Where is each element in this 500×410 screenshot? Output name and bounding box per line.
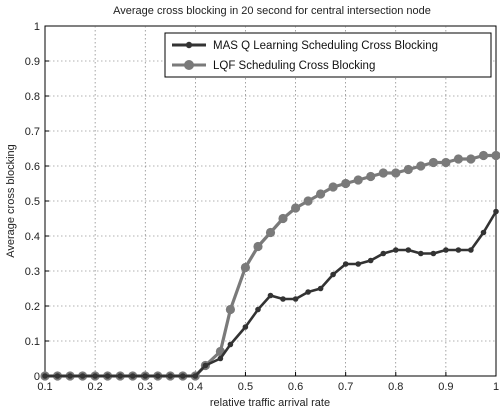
- chart-title: Average cross blocking in 20 second for …: [113, 5, 431, 17]
- data-point: [292, 296, 299, 302]
- data-point: [291, 203, 301, 213]
- legend-marker-mas: [185, 41, 193, 49]
- data-point: [342, 261, 349, 267]
- data-point: [225, 304, 235, 315]
- data-point: [380, 250, 387, 257]
- data-point: [155, 373, 161, 379]
- x-tick-label: 0.5: [238, 381, 253, 393]
- data-point: [280, 296, 286, 302]
- x-axis-ticks: 0.1 0.2 0.3 0.4 0.5 0.6 0.7 0.8 0.9 1: [37, 372, 499, 393]
- data-point: [227, 341, 234, 348]
- series-mas-q-learning: [42, 208, 499, 379]
- data-point: [468, 247, 474, 253]
- y-axis-label: Average cross blocking: [5, 144, 17, 258]
- x-tick-label: 0.8: [388, 381, 403, 393]
- y-tick-label: 0.6: [25, 161, 40, 173]
- data-point: [303, 196, 313, 206]
- data-point: [403, 164, 413, 175]
- data-point: [367, 257, 374, 264]
- data-point: [317, 285, 324, 292]
- y-tick-label: 0.1: [25, 336, 40, 348]
- data-point: [453, 154, 463, 164]
- y-tick-label: 0.7: [25, 126, 40, 138]
- x-tick-label: 0.9: [438, 381, 453, 393]
- y-tick-label: 0.4: [25, 231, 40, 243]
- data-point: [455, 247, 462, 253]
- data-point: [67, 373, 73, 379]
- data-point: [92, 373, 98, 379]
- data-point: [430, 250, 437, 257]
- x-tick-label: 0.6: [288, 381, 303, 393]
- data-point: [378, 168, 388, 178]
- data-point: [54, 373, 61, 379]
- data-point: [366, 171, 376, 182]
- data-point: [328, 182, 338, 192]
- data-point: [341, 178, 351, 189]
- data-point: [480, 229, 487, 236]
- data-point: [418, 250, 424, 257]
- data-point: [405, 247, 412, 253]
- data-point: [42, 373, 48, 379]
- data-point: [142, 373, 148, 379]
- data-point: [104, 373, 111, 379]
- x-axis-label: relative traffic arrival rate: [210, 397, 330, 409]
- data-point: [305, 289, 311, 295]
- x-tick-label: 1: [493, 381, 499, 393]
- data-point: [493, 208, 499, 215]
- y-tick-label: 0.3: [25, 266, 40, 278]
- data-point: [240, 262, 250, 273]
- data-point: [265, 227, 276, 238]
- data-point: [255, 306, 261, 313]
- legend-marker-lqf: [184, 60, 194, 70]
- data-point: [416, 161, 426, 171]
- data-point: [466, 154, 476, 164]
- legend-label-mas: MAS Q Learning Scheduling Cross Blocking: [213, 40, 438, 52]
- data-point: [391, 168, 401, 178]
- data-point: [79, 373, 86, 379]
- data-point: [393, 247, 399, 253]
- data-point: [129, 373, 136, 379]
- data-point: [217, 355, 224, 362]
- y-axis-ticks: 0 0.1 0.2 0.3 0.4 0.5 0.6 0.7 0.8 0.9 1: [25, 21, 49, 383]
- data-point: [202, 362, 209, 369]
- data-point: [192, 373, 199, 379]
- data-point: [117, 373, 123, 379]
- x-tick-label: 0.3: [138, 381, 153, 393]
- x-tick-label: 0.4: [188, 381, 203, 393]
- data-point: [478, 150, 489, 161]
- y-tick-label: 0.5: [25, 196, 40, 208]
- series-group: [40, 150, 500, 381]
- data-point: [316, 189, 326, 199]
- data-point: [330, 271, 336, 278]
- legend-label-lqf: LQF Scheduling Cross Blocking: [213, 60, 375, 72]
- y-tick-label: 0.8: [25, 91, 40, 103]
- x-tick-label: 0.7: [338, 381, 353, 393]
- data-point: [267, 292, 274, 299]
- legend-box: [164, 32, 492, 78]
- y-tick-label: 0.2: [25, 301, 40, 313]
- data-point: [167, 373, 174, 379]
- y-tick-label: 1: [34, 21, 40, 33]
- data-point: [441, 157, 451, 168]
- x-tick-label: 0.1: [37, 381, 52, 393]
- data-point: [428, 157, 438, 168]
- data-point: [443, 247, 449, 253]
- y-tick-label: 0.9: [25, 56, 40, 68]
- y-tick-label: 0: [34, 371, 40, 383]
- data-point: [180, 373, 186, 379]
- x-tick-label: 0.2: [87, 381, 102, 393]
- data-point: [242, 324, 249, 330]
- data-point: [278, 213, 288, 224]
- legend: MAS Q Learning Scheduling Cross Blocking…: [164, 32, 492, 78]
- data-point: [491, 150, 500, 161]
- data-point: [353, 175, 363, 185]
- data-point: [253, 241, 263, 252]
- data-point: [355, 261, 362, 267]
